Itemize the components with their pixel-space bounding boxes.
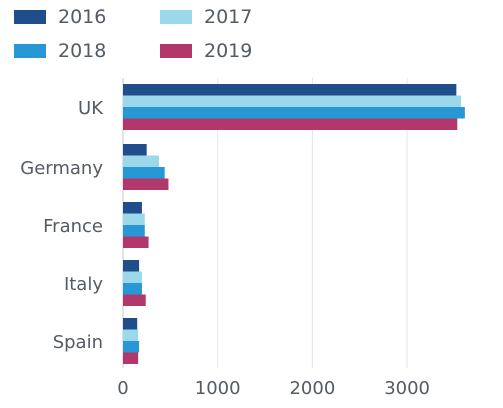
legend-label: 2018	[58, 40, 107, 62]
legend-swatch	[14, 44, 46, 58]
legend-swatch	[160, 10, 192, 24]
legend-label: 2019	[204, 40, 253, 62]
bar-france-2019	[123, 236, 149, 248]
category-label-germany: Germany	[20, 158, 103, 179]
category-label-uk: UK	[78, 98, 104, 119]
x-tick-label-1000: 1000	[195, 378, 241, 399]
bar-france-2017	[123, 213, 145, 225]
legend-item-2016: 2016	[14, 6, 106, 28]
x-tick-label-2000: 2000	[289, 378, 335, 399]
bars	[123, 84, 465, 364]
bar-spain-2019	[123, 352, 139, 364]
bar-germany-2016	[123, 144, 147, 156]
x-tick-label-0: 0	[117, 378, 128, 399]
bar-uk-2019	[123, 118, 458, 130]
legend-swatch	[14, 10, 46, 24]
bar-italy-2019	[123, 294, 146, 306]
bar-uk-2018	[123, 107, 465, 119]
bar-france-2018	[123, 225, 145, 237]
bar-uk-2016	[123, 84, 457, 96]
legend-item-2017: 2017	[160, 6, 252, 28]
bar-germany-2018	[123, 167, 165, 179]
category-label-italy: Italy	[64, 274, 103, 295]
legend-swatch	[160, 44, 192, 58]
legend-item-2019: 2019	[160, 40, 252, 62]
bar-spain-2017	[123, 329, 139, 341]
bar-germany-2019	[123, 178, 169, 190]
bar-uk-2017	[123, 95, 462, 107]
bar-spain-2018	[123, 341, 140, 353]
category-labels: UK Germany France Italy Spain	[20, 98, 104, 353]
bar-spain-2016	[123, 318, 138, 330]
category-label-spain: Spain	[53, 332, 103, 353]
category-label-france: France	[43, 216, 103, 237]
x-tick-label-3000: 3000	[384, 378, 430, 399]
bar-italy-2016	[123, 260, 140, 272]
legend-item-2018: 2018	[14, 40, 106, 62]
x-axis-tick-labels: 0 1000 2000 3000	[117, 378, 430, 399]
bar-france-2016	[123, 202, 142, 214]
bar-italy-2017	[123, 271, 142, 283]
legend-label: 2016	[58, 6, 107, 28]
bar-germany-2017	[123, 155, 159, 167]
bar-italy-2018	[123, 283, 142, 295]
legend-label: 2017	[204, 6, 253, 28]
